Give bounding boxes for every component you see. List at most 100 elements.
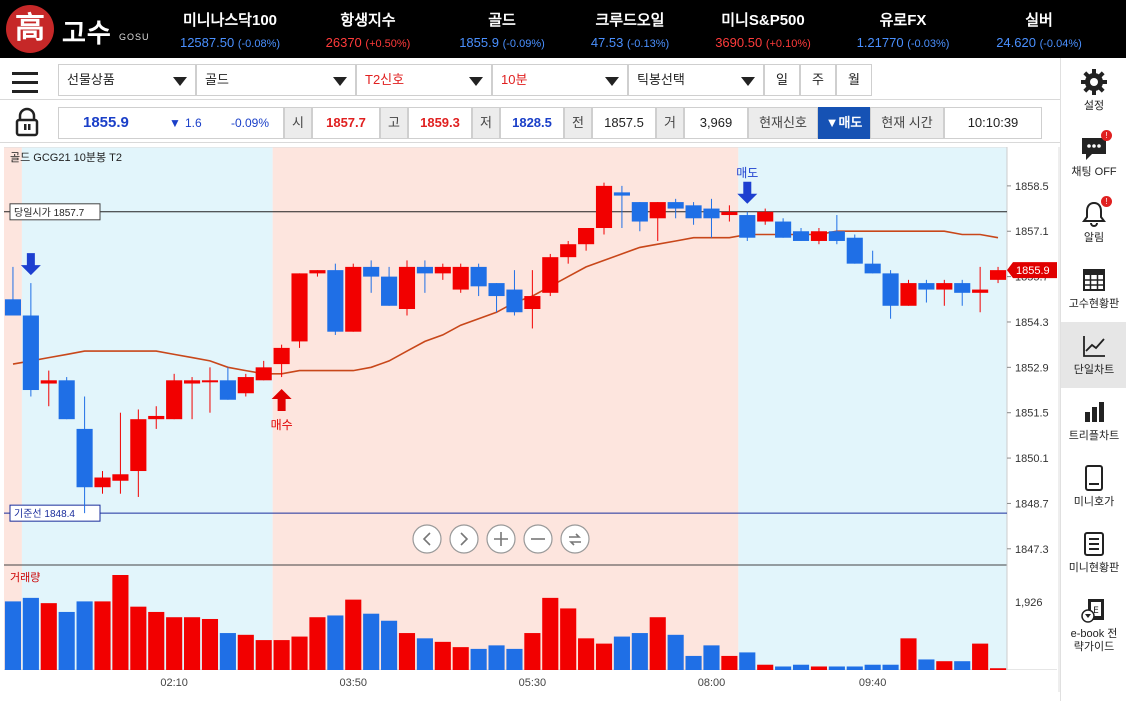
ticker-name: 실버 (1025, 12, 1053, 29)
ticker-quote: 47.53 (-0.13%) (565, 35, 695, 50)
volume-bar (452, 647, 469, 670)
ticker-4[interactable]: 미니S&P500 3690.50 (+0.10%) (698, 0, 828, 58)
sidebar-item-mini-quote[interactable]: 미니호가 (1061, 454, 1126, 520)
svg-text:E: E (1093, 606, 1099, 616)
volume-bar (954, 661, 971, 670)
candle-body (703, 208, 720, 219)
candle-body (542, 257, 559, 293)
period-day-button[interactable]: 일 (764, 64, 800, 96)
ticker-quote: 12587.50 (-0.08%) (165, 35, 295, 50)
y-tick-label: 1851.5 (1015, 408, 1049, 420)
volume-bar (560, 608, 577, 670)
volume-bar (219, 633, 236, 670)
volume-bar (434, 641, 451, 670)
chart-nav-button[interactable] (560, 524, 590, 554)
candle-body (846, 237, 863, 264)
ticker-change: (+0.50%) (365, 38, 411, 50)
volume-bar (237, 634, 254, 670)
candle-body (506, 289, 523, 313)
chat-icon: ! (1080, 130, 1112, 162)
ticker-1[interactable]: 항생지수 26370 (+0.50%) (303, 0, 433, 58)
volume-bar (595, 643, 613, 670)
sidebar-item-grid-board[interactable]: 고수현황판 (1061, 256, 1126, 322)
chart-nav-button[interactable] (486, 524, 516, 554)
candle-body (130, 419, 147, 472)
candle-body (184, 380, 201, 384)
gosu-logo[interactable]: 高 고수 GOSU (6, 5, 156, 53)
tick-select-dropdown[interactable]: 틱봉선택 (628, 64, 764, 96)
candle (148, 406, 165, 429)
sidebar-item-label: 채팅 OFF (1071, 166, 1117, 178)
candle-body (363, 266, 380, 277)
volume-bar (792, 664, 810, 670)
candle (631, 202, 648, 232)
grid-board-icon (1080, 266, 1108, 294)
candle (685, 202, 702, 225)
candle-body (237, 377, 254, 394)
candle (775, 218, 792, 238)
ticker-price: 47.53 (590, 35, 624, 50)
candle (488, 283, 505, 313)
hamburger-menu-icon[interactable] (12, 72, 38, 93)
candle-body (327, 270, 344, 332)
candle (112, 412, 129, 494)
base-line-label-box (9, 504, 101, 522)
product-type-dropdown[interactable]: 선물상품 (58, 64, 196, 96)
sidebar-item-chat[interactable]: ! 채팅 OFF (1061, 124, 1126, 190)
candle-body (578, 228, 595, 245)
period-month-button[interactable]: 월 (836, 64, 872, 96)
ticker-5[interactable]: 유로FX 1.21770 (-0.03%) (838, 0, 968, 58)
quote-bar: 1855.9 ▼ 1.6 -0.09% 시 1857.7 고 1859.3 저 … (0, 101, 1060, 143)
candle (864, 250, 881, 274)
sidebar-item-label: 트리플차트 (1068, 430, 1120, 442)
ticker-price: 24.620 (996, 35, 1036, 50)
candlestick-chart[interactable]: 1858.51857.11855.71854.31852.91851.51850… (4, 147, 1058, 692)
interval-dropdown[interactable]: 10분 (492, 64, 628, 96)
sidebar-item-label: 단일차트 (1073, 364, 1115, 376)
volume-bar (201, 618, 219, 670)
volume-bar (578, 638, 595, 670)
chevron-down-icon (741, 77, 755, 86)
ticker-0[interactable]: 미니나스닥100 12587.50 (-0.08%) (165, 0, 295, 58)
current-price-tag (1007, 262, 1057, 279)
candle-body (739, 215, 756, 238)
volume-bar (918, 659, 935, 670)
candle (989, 266, 1007, 284)
candle-body (40, 380, 57, 384)
ebook-icon: E (1080, 596, 1108, 624)
sidebar-item-gear[interactable]: 설정 (1061, 58, 1126, 124)
ticker-6[interactable]: 실버 24.620 (-0.04%) (974, 0, 1104, 58)
volume-bar (721, 655, 738, 670)
candle-body (649, 202, 666, 219)
sidebar-item-bar-chart[interactable]: 트리플차트 (1061, 388, 1126, 454)
change-value: 1.6 (185, 116, 202, 130)
candle (882, 270, 899, 319)
y-tick-label: 1848.7 (1015, 498, 1049, 510)
chart-nav-button[interactable] (449, 524, 479, 554)
volume-bar (613, 636, 630, 670)
ticker-price: 3690.50 (715, 35, 763, 50)
product-dropdown[interactable]: 골드 (196, 64, 356, 96)
chart-nav-button[interactable] (412, 524, 442, 554)
signal-zone (4, 147, 22, 670)
candle-body (685, 205, 702, 219)
ticker-2[interactable]: 골드 1855.9 (-0.09%) (437, 0, 567, 58)
nav-button-circle (560, 524, 590, 554)
chart-nav-button[interactable] (523, 524, 553, 554)
candle (4, 266, 22, 316)
sell-signal-arrow (20, 253, 41, 276)
lock-icon[interactable] (14, 107, 40, 137)
sidebar-item-bell[interactable]: ! 알림 (1061, 190, 1126, 256)
signal-dropdown[interactable]: T2신호 (356, 64, 492, 96)
ticker-change: (-0.03%) (907, 38, 950, 50)
period-week-button[interactable]: 주 (800, 64, 836, 96)
candle (757, 208, 774, 225)
sidebar-item-mini-board[interactable]: 미니현황판 (1061, 520, 1126, 586)
ticker-3[interactable]: 크루드오일 47.53 (-0.13%) (565, 0, 695, 58)
sidebar-item-line-chart[interactable]: 단일차트 (1061, 322, 1126, 388)
candle-body (309, 270, 326, 274)
volume-bar (112, 575, 129, 670)
volume-bar (810, 666, 827, 670)
candle (524, 270, 541, 329)
